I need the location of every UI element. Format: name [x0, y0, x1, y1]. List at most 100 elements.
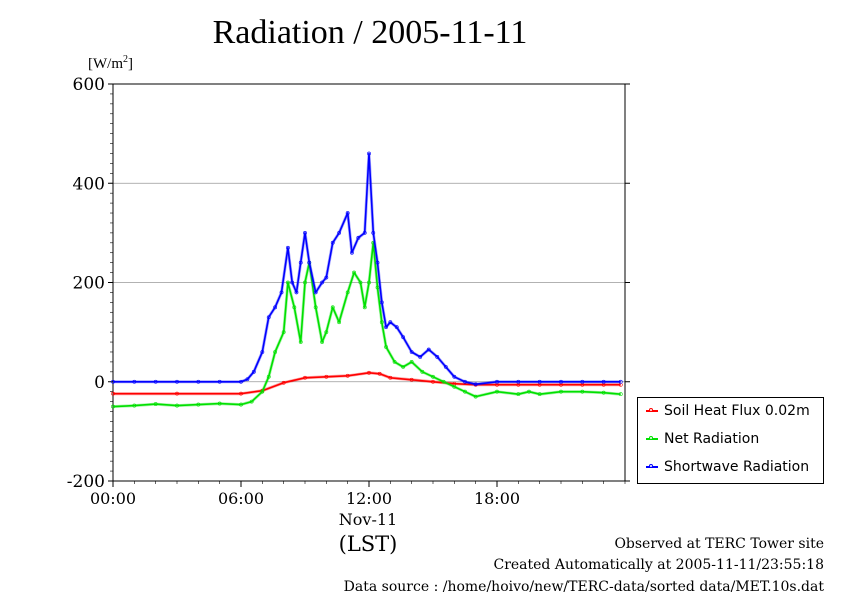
data-point-1-3	[175, 403, 179, 408]
chart-title: Radiation / 2005-11-11	[212, 14, 528, 51]
data-point-1-8	[260, 389, 265, 394]
data-point-1-9	[266, 374, 271, 379]
data-point-2-34	[394, 325, 399, 330]
legend-label-soil-heat-flux: Soil Heat Flux 0.02m	[664, 403, 810, 419]
data-point-2-29	[371, 230, 376, 235]
data-point-1-7	[249, 399, 254, 404]
data-point-2-13	[286, 245, 290, 250]
data-point-0-6	[324, 374, 329, 379]
data-point-1-1	[132, 403, 137, 408]
data-point-1-15	[303, 280, 307, 285]
x-tick-label-1: 06:00	[218, 489, 264, 508]
x-tick-label-3: 18:00	[474, 489, 520, 508]
y-tick-label-0: -200	[67, 472, 105, 492]
x-axis-label: (LST)	[338, 532, 398, 556]
data-point-1-46	[601, 390, 606, 395]
data-point-2-2	[153, 379, 158, 384]
legend-item-net-radiation: Net Radiation	[646, 428, 759, 450]
legend: Soil Heat Flux 0.02m Net Radiation Short…	[637, 397, 824, 484]
data-point-2-46	[537, 379, 542, 384]
data-point-1-26	[367, 280, 371, 285]
legend-swatch-soil-heat-flux	[646, 408, 658, 412]
data-point-2-24	[345, 211, 350, 215]
data-point-1-24	[358, 280, 363, 285]
data-point-1-40	[495, 389, 499, 394]
data-point-2-31	[379, 300, 384, 305]
data-point-1-37	[452, 384, 457, 389]
data-point-1-45	[580, 389, 585, 394]
data-point-0-5	[303, 375, 307, 380]
data-point-2-25	[350, 250, 354, 255]
data-point-1-28	[375, 285, 380, 290]
created-timestamp-text: Created Automatically at 2005-11-11/23:5…	[493, 557, 824, 573]
data-point-0-8	[367, 370, 371, 375]
data-point-1-4	[196, 402, 201, 407]
data-point-2-36	[409, 350, 414, 354]
data-point-1-22	[345, 290, 350, 295]
y-axis-unit-label: [W/m2]	[88, 54, 133, 73]
data-point-2-3	[175, 379, 179, 384]
series-line-2	[113, 152, 621, 386]
data-point-0-4	[281, 380, 286, 385]
data-point-2-7	[245, 377, 250, 382]
data-point-1-20	[330, 305, 335, 310]
data-point-2-6	[239, 379, 243, 384]
data-point-1-6	[239, 402, 243, 407]
y-axis-unit-superscript: 2	[123, 54, 128, 65]
data-point-0-10	[388, 375, 393, 380]
data-point-2-27	[362, 230, 367, 235]
data-source-text: Data source : /home/hoivo/new/TERC-data/…	[343, 579, 824, 595]
data-point-2-20	[320, 280, 324, 285]
data-point-1-44	[559, 389, 563, 394]
data-point-1-25	[362, 305, 367, 310]
data-point-1-31	[392, 359, 397, 364]
data-point-2-11	[273, 305, 278, 310]
data-point-2-49	[601, 379, 606, 384]
y-axis-unit-text: [W/m	[88, 56, 123, 72]
data-point-2-10	[266, 315, 271, 320]
data-point-1-11	[281, 330, 286, 335]
data-point-1-12	[286, 280, 290, 285]
data-point-1-35	[431, 374, 435, 379]
data-point-2-23	[337, 230, 342, 235]
data-point-0-1	[175, 391, 179, 396]
legend-label-net-radiation: Net Radiation	[664, 431, 760, 447]
y-tick-label-2: 200	[73, 274, 105, 294]
data-point-1-33	[409, 359, 414, 364]
data-point-2-44	[495, 379, 499, 384]
data-point-1-42	[527, 389, 531, 394]
data-point-1-30	[384, 345, 388, 349]
data-point-2-50	[618, 379, 623, 384]
data-point-1-39	[473, 394, 478, 399]
data-point-2-9	[260, 350, 265, 354]
data-point-2-26	[356, 235, 361, 240]
y-tick-label-3: 400	[73, 174, 105, 194]
data-point-1-38	[463, 389, 467, 394]
data-point-2-48	[580, 379, 585, 384]
data-point-1-13	[292, 305, 297, 310]
data-point-2-45	[516, 379, 521, 384]
data-point-2-38	[426, 347, 431, 352]
data-point-0-0	[111, 391, 115, 396]
data-point-2-15	[294, 290, 299, 295]
data-point-2-4	[196, 379, 201, 384]
y-tick-label-1: 0	[94, 373, 105, 393]
data-point-1-2	[153, 402, 158, 406]
data-point-2-35	[401, 335, 406, 339]
data-point-1-5	[217, 401, 222, 406]
data-point-2-12	[279, 290, 284, 295]
data-point-1-32	[401, 364, 406, 369]
data-point-2-17	[303, 230, 307, 235]
data-point-1-36	[441, 379, 446, 384]
data-point-0-2	[239, 391, 243, 396]
data-point-0-7	[345, 373, 350, 378]
data-point-1-43	[537, 392, 542, 397]
data-point-1-19	[324, 330, 329, 335]
data-point-2-32	[384, 325, 388, 330]
y-axis-unit-close: ]	[128, 56, 133, 72]
data-point-2-41	[452, 374, 457, 379]
data-point-1-47	[618, 392, 623, 397]
legend-swatch-shortwave-radiation	[646, 464, 658, 468]
data-point-2-37	[418, 355, 423, 359]
